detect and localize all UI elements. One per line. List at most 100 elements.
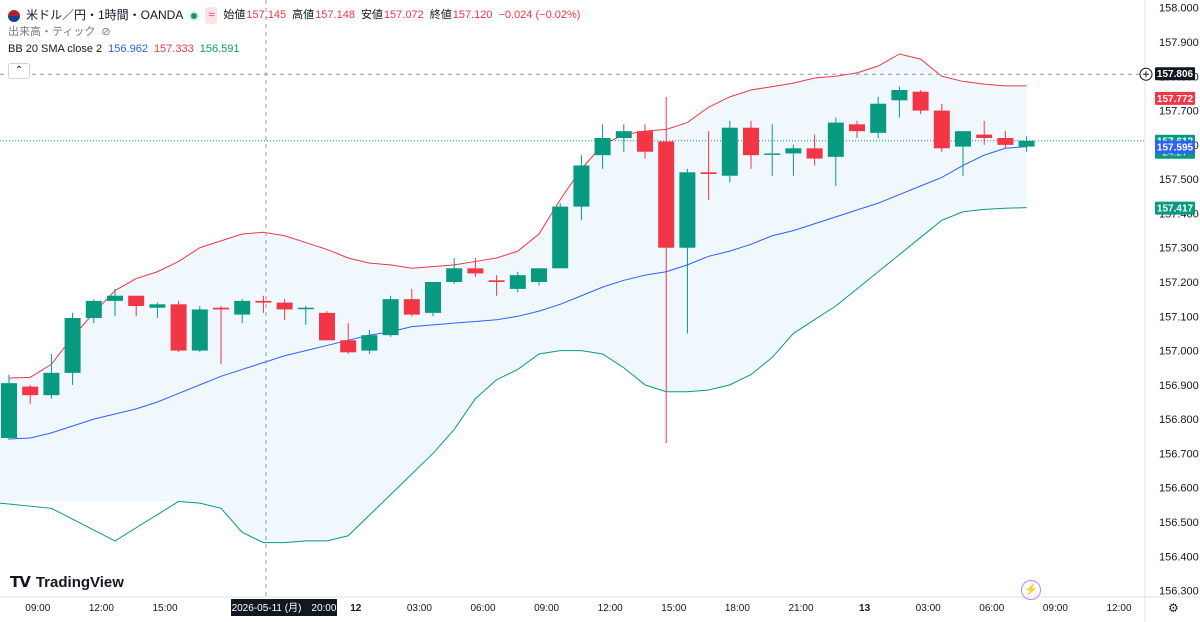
symbol-title[interactable]: 米ドル／円・1時間・OANDA: [26, 8, 184, 22]
x-tick-label: 09:00: [1043, 603, 1068, 614]
candle: [849, 120, 865, 139]
candle-body: [191, 309, 208, 351]
candle: [64, 312, 81, 385]
candle: [403, 288, 420, 317]
usd-jpy-flag-icon: [8, 9, 20, 22]
candle: [1018, 136, 1035, 152]
candle: [785, 144, 802, 176]
candle-body: [255, 300, 272, 303]
x-tick-label: 12:00: [1106, 603, 1131, 614]
candle-body: [997, 138, 1014, 145]
candle-body: [128, 295, 145, 307]
candle-body: [637, 131, 653, 152]
candle-body: [785, 148, 802, 154]
candle: [467, 258, 484, 277]
candle: [509, 271, 526, 293]
bb-upper-value: 157.333: [153, 43, 194, 55]
candle: [488, 275, 505, 296]
y-tick-label: 157.300: [1159, 243, 1199, 255]
y-tick-label: 157.700: [1159, 106, 1199, 118]
candle: [85, 299, 102, 324]
candle: [297, 306, 314, 325]
candle: [891, 86, 908, 118]
candle: [43, 354, 60, 399]
candle-body: [43, 372, 60, 396]
low-label: 安値: [360, 9, 383, 21]
y-tick-label: 157.900: [1159, 37, 1199, 49]
x-tick-label: 13: [859, 603, 871, 614]
price-label-text: 157.417: [1157, 204, 1194, 215]
x-tick-label: 06:00: [470, 603, 495, 614]
candle-body: [340, 340, 357, 353]
x-tick-label: 2026-05-11 (月) 20:00: [232, 602, 337, 614]
candle: [361, 330, 378, 355]
x-tick-label: 12:00: [598, 603, 623, 614]
candle: [679, 168, 696, 334]
candle: [870, 96, 887, 139]
candle-body: [849, 124, 865, 132]
bb-mid-line: [8, 146, 1027, 440]
x-tick-label: 09:00: [534, 603, 559, 614]
candle-body: [658, 141, 675, 248]
candle-body: [276, 302, 293, 310]
candle: [446, 258, 463, 284]
candle-body: [170, 304, 187, 351]
x-tick-label: 03:00: [916, 603, 941, 614]
eye-slash-icon[interactable]: ⊘: [101, 26, 111, 38]
open-value: 157.145: [246, 9, 287, 21]
candle: [319, 311, 335, 341]
candle-body: [107, 295, 123, 301]
candle: [276, 299, 293, 320]
candle-body: [234, 300, 251, 315]
gear-icon[interactable]: ⚙: [1168, 601, 1179, 615]
candle: [191, 306, 208, 353]
logo-text: TradingView: [35, 573, 124, 591]
candle: [912, 90, 929, 115]
candle: [255, 295, 272, 313]
candle-body: [955, 131, 971, 147]
chart-legend: 米ドル／円・1時間・OANDA ≈ 始値 157.145 高値 157.148 安値…: [8, 7, 580, 58]
volume-label[interactable]: 出来高・ティック: [8, 26, 96, 38]
lightning-icon[interactable]: ⚡: [1021, 580, 1041, 600]
candle: [128, 295, 145, 317]
candle-body: [361, 335, 378, 351]
candle: [806, 134, 823, 166]
collapse-legend-button[interactable]: ⌃: [8, 63, 30, 79]
candle: [658, 96, 675, 444]
candle: [234, 299, 251, 324]
tradingview-logo[interactable]: 𝗧𝗩 TradingView: [10, 573, 124, 592]
candle-body: [764, 153, 781, 155]
x-tick-label: 03:00: [407, 603, 432, 614]
bb-upper-line: [8, 53, 1027, 379]
candle: [1, 374, 17, 440]
x-tick-label: 06:00: [979, 603, 1004, 614]
wave-icon[interactable]: ≈: [205, 7, 218, 24]
candle: [22, 384, 39, 404]
candle: [340, 323, 357, 355]
candle: [594, 124, 611, 169]
candle-body: [488, 280, 505, 283]
candle: [637, 124, 653, 159]
bb-label[interactable]: BB 20 SMA close 2: [8, 43, 103, 55]
y-tick-label: 156.900: [1159, 380, 1199, 392]
y-tick-label: 156.400: [1159, 551, 1199, 563]
symbol-row: 米ドル／円・1時間・OANDA ≈ 始値 157.145 高値 157.148 安値…: [8, 7, 580, 24]
candle-body: [743, 127, 759, 156]
y-tick-label: 157.000: [1159, 346, 1199, 358]
x-tick-label: 12: [350, 603, 362, 614]
bb-row: BB 20 SMA close 2 156.962 157.333 156.59…: [8, 41, 580, 58]
candle-body: [891, 90, 908, 101]
candle: [827, 117, 844, 187]
x-tick-label: 15:00: [152, 603, 177, 614]
candle: [531, 268, 547, 286]
candle-body: [1018, 140, 1035, 147]
high-value: 157.148: [315, 9, 355, 21]
candle: [743, 120, 759, 169]
price-label-upper: [1155, 91, 1195, 105]
candle: [552, 203, 569, 269]
candle: [573, 155, 590, 221]
candle-body: [976, 134, 993, 139]
candle-body: [531, 268, 547, 283]
candle-body: [446, 268, 463, 283]
